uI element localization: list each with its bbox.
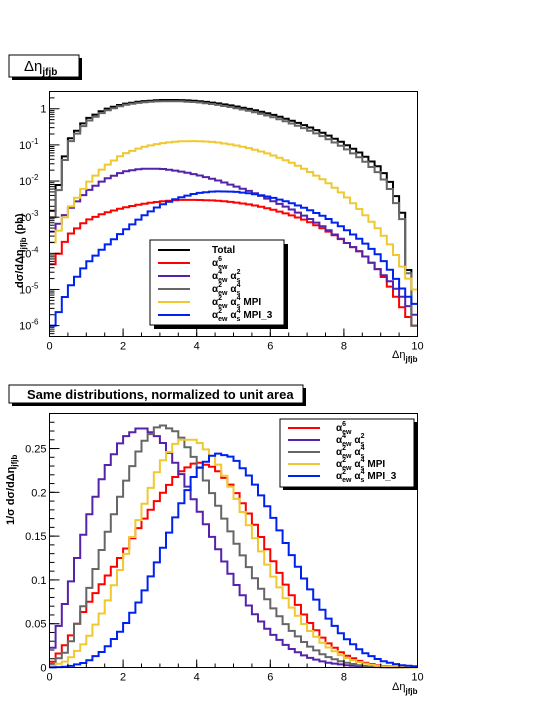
bottom-y-tick-label-3: 0.15 [25, 531, 46, 543]
bottom-plot-area [49, 424, 418, 669]
bottom-axes: 0 2 4 6 8 10 0 0.05 0.1 0.15 0.2 0.25 [25, 421, 424, 684]
bottom-panel: Same distributions, normalized to unit a… [5, 384, 424, 696]
bottom-y-tick-label-2: 0.1 [31, 575, 46, 587]
top-x-tick-label-0: 0 [46, 341, 52, 353]
bottom-series-2 [49, 424, 418, 669]
bottom-series-3 [49, 438, 418, 669]
bottom-x-axis-label: Δηjfjb [392, 681, 418, 696]
bottom-legend-label-ew6: α6 ew [336, 421, 352, 436]
bottom-series-4 [49, 452, 418, 669]
bottom-x-tick-label-5: 10 [411, 672, 423, 684]
legend-entry-total: Total [158, 245, 235, 256]
bottom-y-axis-label: 1/σ dσ/dΔηjfjb [5, 454, 19, 525]
bottom-y-tick-label-5: 0.25 [25, 444, 46, 456]
bottom-x-tick-label-3: 6 [267, 672, 273, 684]
bottom-x-tick-label-1: 2 [120, 672, 126, 684]
top-x-tick-label-1: 2 [120, 341, 126, 353]
top-title-box [8, 54, 80, 78]
top-y-tick-label-5: 10-1 [19, 137, 39, 152]
legend-label-ew4s2: α4 ew α2 s [212, 269, 241, 284]
bottom-legend-label-mpi3: α2 ew α4 s MPI_3 [336, 469, 397, 484]
top-legend-box [149, 239, 285, 326]
top-y-tick-label-6: 1 [40, 104, 46, 116]
bottom-legend-entry-mpi: α2 ew α4 s MPI [288, 457, 385, 472]
legend-entry-mpi: α2 ew α4 s MPI [158, 295, 261, 310]
bottom-title-box [8, 384, 304, 404]
bottom-legend-entry-ew4s2: α4 ew α2 s [288, 433, 365, 448]
top-series-2 [49, 167, 418, 316]
bottom-legend-label-mpi: α2 ew α4 s MPI [336, 457, 385, 472]
top-x-axis-label: Δηjfjb [392, 349, 418, 364]
bottom-y-tick-label-0: 0 [40, 663, 46, 675]
bottom-x-tick-label-2: 4 [194, 672, 200, 684]
legend-entry-ew4s2: α4 ew α2 s [158, 269, 241, 284]
bottom-x-tick-label-0: 0 [46, 672, 52, 684]
legend-label-ew6: α6 ew [212, 256, 228, 271]
top-series-5 [49, 190, 418, 327]
legend-entry-ew2s4: α2 ew α4 s [158, 282, 241, 297]
bottom-series-1 [49, 427, 418, 669]
top-y-tick-label-2: 10-4 [19, 245, 39, 260]
bottom-legend-label-ew4s2: α4 ew α2 s [336, 433, 365, 448]
legend-entry-ew6: α6 ew [158, 256, 228, 271]
legend-entry-mpi3: α2 ew α4 s MPI_3 [158, 308, 273, 323]
top-y-tick-label-0: 10-6 [19, 318, 39, 333]
top-x-tick-label-3: 6 [267, 341, 273, 353]
top-axes: 0 2 4 6 8 10 10-6 10-5 10-4 10-3 10-2 10-1 1 [19, 91, 424, 353]
top-y-tick-label-1: 10-5 [19, 281, 39, 296]
top-plot-area [49, 99, 418, 327]
top-panel: Δηjfjb 0 2 4 6 8 1010-610-510-410-310-210-11 … [8, 54, 424, 364]
legend-label-total: Total [212, 245, 235, 256]
bottom-y-tick-label-1: 0.05 [25, 619, 46, 631]
legend-label-ew2s4: α2 ew α4 s [212, 282, 241, 297]
bottom-legend-label-ew2s4: α2 ew α4 s [336, 445, 365, 460]
legend-label-mpi: α2 ew α4 s MPI [212, 295, 261, 310]
top-series-3 [49, 100, 418, 327]
bottom-title: Same distributions, normalized to unit a… [27, 387, 294, 402]
bottom-legend-entry-ew2s4: α2 ew α4 s [288, 445, 365, 460]
top-x-tick-label-4: 8 [341, 341, 347, 353]
legend-label-mpi3: α2 ew α4 s MPI_3 [212, 308, 273, 323]
bottom-y-tick-label-4: 0.2 [31, 487, 46, 499]
top-y-axis-label: dσ/dΔηjfjb (pb) [14, 213, 28, 288]
top-series-4 [49, 140, 418, 291]
top-y-tick-label-4: 10-2 [19, 173, 39, 188]
bottom-legend-entry-ew6: α6 ew [288, 421, 352, 436]
top-y-tick-label-3: 10-3 [19, 209, 39, 224]
top-legend: Total α6 ew α4 ew α2 s α2 ew α4 s α2 ew α4 s MPI α2… [149, 239, 288, 329]
bottom-legend-entry-mpi3: α2 ew α4 s MPI_3 [288, 469, 397, 484]
top-x-tick-label-2: 4 [194, 341, 200, 353]
bottom-x-tick-label-4: 8 [341, 672, 347, 684]
top-title: Δηjfjb [24, 58, 57, 78]
bottom-legend: α6 ew α4 ew α2 s α2 ew α4 s α2 ew α4 s MPI α2 ew α4 s M… [279, 418, 417, 490]
top-x-tick-label-5: 10 [411, 341, 423, 353]
